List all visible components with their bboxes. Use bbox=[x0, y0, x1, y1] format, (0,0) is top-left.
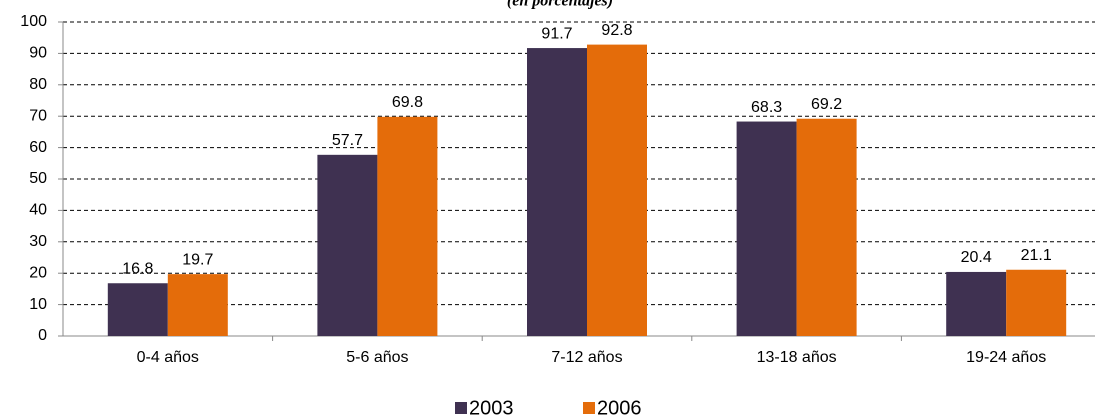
y-tick-label: 30 bbox=[29, 233, 47, 250]
x-tick-label: 0-4 años bbox=[137, 349, 199, 366]
x-tick-label: 7-12 años bbox=[551, 349, 622, 366]
legend-label: 2006 bbox=[597, 397, 642, 419]
legend-label: 2003 bbox=[469, 397, 514, 419]
chart-subtitle: (en porcentajes) bbox=[507, 0, 613, 10]
bar bbox=[946, 271, 1007, 336]
bar bbox=[796, 118, 857, 336]
y-tick-label: 90 bbox=[29, 45, 47, 62]
y-tick-label: 70 bbox=[29, 107, 47, 124]
y-tick-label: 50 bbox=[29, 170, 47, 187]
bar bbox=[736, 121, 797, 337]
bar bbox=[527, 48, 587, 336]
legend-swatch bbox=[583, 402, 595, 414]
y-tick-label: 60 bbox=[29, 139, 47, 156]
data-label: 20.4 bbox=[961, 249, 992, 266]
bar bbox=[587, 44, 647, 336]
y-tick-label: 80 bbox=[29, 76, 47, 93]
data-label: 57.7 bbox=[332, 132, 363, 149]
bar bbox=[1006, 269, 1067, 336]
data-label: 92.8 bbox=[601, 22, 632, 39]
x-tick-label: 5-6 años bbox=[346, 349, 408, 366]
data-label: 69.8 bbox=[392, 94, 423, 111]
data-label: 91.7 bbox=[541, 25, 572, 42]
bar bbox=[317, 154, 378, 336]
bar bbox=[167, 274, 228, 336]
y-tick-label: 10 bbox=[29, 296, 47, 313]
x-tick-label: 13-18 años bbox=[757, 349, 837, 366]
legend-swatch bbox=[455, 402, 467, 414]
data-label: 68.3 bbox=[751, 99, 782, 116]
data-label: 69.2 bbox=[811, 96, 842, 113]
bar bbox=[107, 283, 168, 336]
data-label: 19.7 bbox=[182, 251, 213, 268]
x-tick-label: 19-24 años bbox=[966, 349, 1046, 366]
y-tick-label: 40 bbox=[29, 202, 47, 219]
y-tick-label: 100 bbox=[20, 13, 47, 30]
y-tick-label: 0 bbox=[38, 327, 47, 344]
y-tick-label: 20 bbox=[29, 264, 47, 281]
data-label: 16.8 bbox=[122, 260, 153, 277]
bar bbox=[377, 116, 438, 336]
data-label: 21.1 bbox=[1021, 247, 1052, 264]
